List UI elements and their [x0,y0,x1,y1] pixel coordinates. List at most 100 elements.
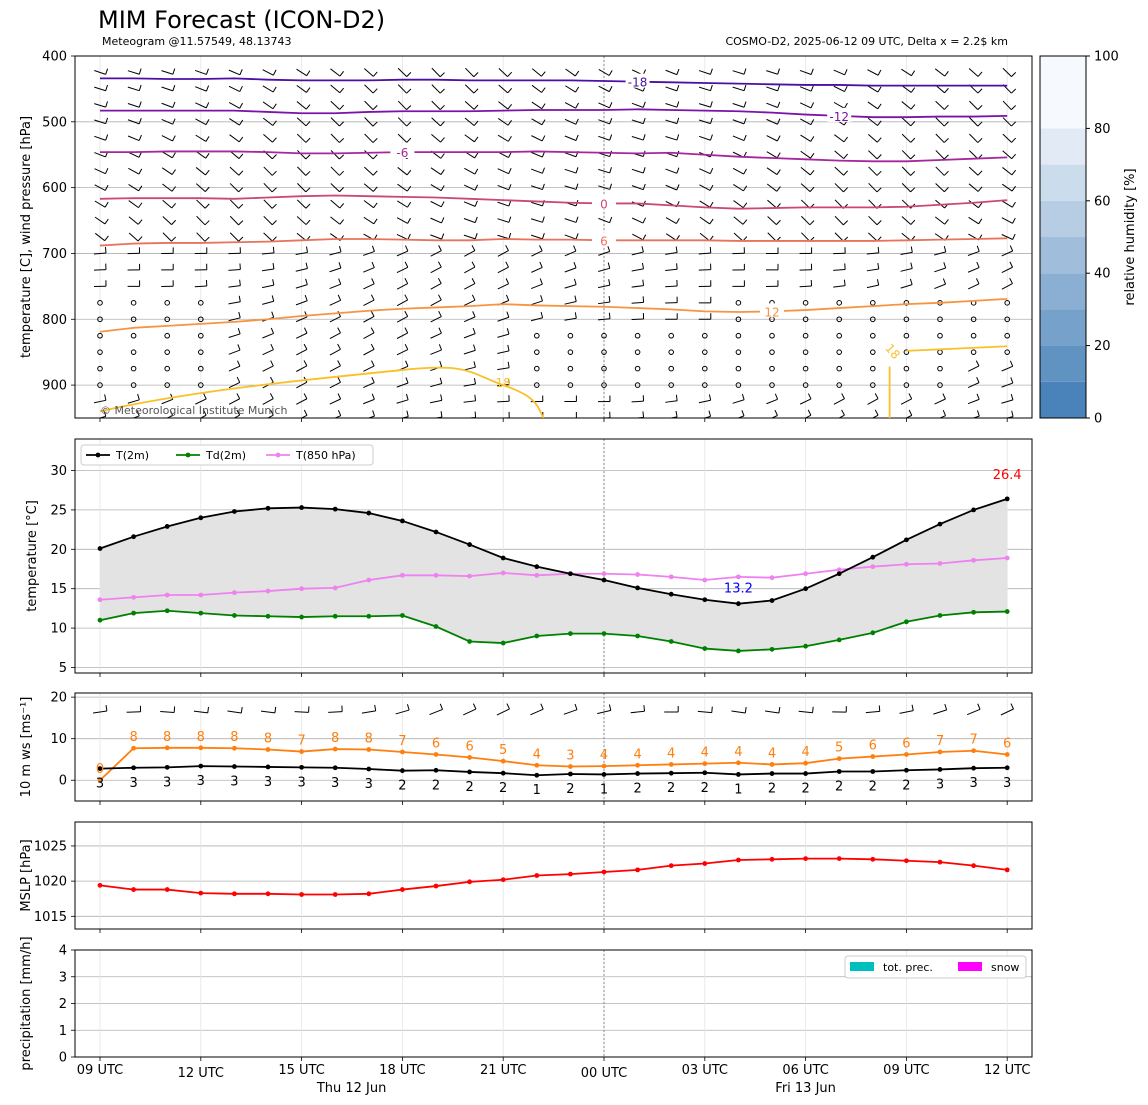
wind-barb-feather [372,154,378,160]
gust-line-point [366,747,372,752]
wind-barb-feather [305,219,311,225]
calm-wind-marker [534,365,540,372]
wind-barb [597,417,611,418]
profile-ylabel: temperature [C], wind pressure [hPa] [19,116,34,358]
wind-barb [766,135,778,142]
gust-value-label: 7 [969,733,977,748]
wind-barb [262,117,274,126]
wind-barb [665,119,678,125]
isotherm-label: -12 [829,110,849,124]
t850-line-point [433,572,439,578]
wind-barb-feather [339,121,345,127]
wind-barb [935,150,945,160]
calm-wind-marker [702,332,708,339]
calm-wind-marker [937,349,943,355]
wind-speed-value-label: 3 [230,775,238,790]
mslp-line-point [232,891,237,897]
t2m-line-point [366,510,372,516]
wind-barb [834,166,844,176]
calm-wind-marker [802,300,809,306]
wind-barb [430,250,442,257]
wind-barb [1001,234,1013,240]
wind-barb [598,185,610,190]
location-subtitle: Meteogram @11.57549, 48.13743 [102,35,292,48]
wind-barb [396,234,409,240]
colorbar-tick-label: 100 [1094,50,1119,65]
wind-barb-feather [305,121,311,127]
wind-speed-line-point [971,765,976,771]
wind-barb-feather [370,343,375,350]
wind-barb [665,69,677,76]
wind-barb-feather [774,393,779,400]
profile-content: -18 -12 -6 0 6 12 18 18 © Meteorological Institu… [93,67,1017,418]
wind-barb [598,168,610,174]
wind-barb [329,332,341,339]
wind-speed-value-label: 1 [734,782,742,797]
calm-wind-marker [1004,332,1011,339]
wind-barb-feather [204,203,210,209]
wind-barb-feather [710,101,713,108]
wind-barb [193,710,208,714]
wind-barb [564,250,577,257]
wind-barb-feather [372,410,375,417]
wind-barb-feather [809,169,815,176]
t2m-line-point [97,546,103,551]
t2m-line-point [198,515,204,521]
wind-barb-feather [910,121,916,127]
gust-value-label: 8 [331,731,339,746]
gust-value-label: 6 [1003,736,1011,751]
wind-barb-feather [541,103,546,109]
t2m-line-point [534,564,540,570]
mslp-line-point [433,883,439,889]
wind-barb [901,150,911,160]
wind-barb [127,86,140,92]
wind-barb-feather [575,167,579,174]
wind-barb-feather [339,187,345,193]
wind-barb [766,118,778,125]
wind-barb [429,708,443,716]
time-tick-label: 09 UTC [883,1063,929,1078]
wind-barb [127,119,140,125]
wind-barb-feather [574,295,577,302]
wind-barb-feather [440,121,445,127]
wind-barb [463,708,477,716]
wind-barb [900,268,913,272]
wind-barb [497,316,510,322]
wind-barb [833,101,845,109]
wind-barb [195,183,206,192]
wind-barb [900,251,913,255]
calm-wind-marker [601,382,607,388]
wind-barb-feather [743,101,747,108]
wind-barb [464,167,476,175]
td2m-line-point [702,646,708,651]
calm-wind-marker [97,382,103,388]
calm-wind-marker [870,316,876,323]
wind-barb [530,218,543,223]
wind-speed-line-point [400,768,405,774]
wind-barb-feather [440,201,445,208]
wind-barb [598,135,610,141]
wind-barb-feather [876,137,882,143]
wind-speed-line-point [568,771,573,777]
wind-barb [732,119,745,125]
gust-value-label: 4 [701,746,709,761]
gust-line-point [232,745,237,751]
gust-line-point [534,762,540,768]
wind-barb-feather [943,170,949,176]
wind-barb [396,283,408,290]
wind-barb [161,86,174,92]
wind-barb-feather [103,410,107,417]
wind-barb [733,200,744,209]
mslp-line-point [131,887,137,892]
wind-barb [127,70,140,75]
wind-barb-feather [505,245,509,251]
wind-barb [598,68,610,76]
wind-barb-feather [710,84,713,91]
wind-barb [631,185,644,191]
wind-speed-line-point [736,772,741,777]
wind-barb [395,709,410,715]
wind-barb [699,216,711,225]
wind-barb-feather [776,135,781,142]
wind-barb [296,117,307,127]
isotherm-line [100,150,1008,163]
